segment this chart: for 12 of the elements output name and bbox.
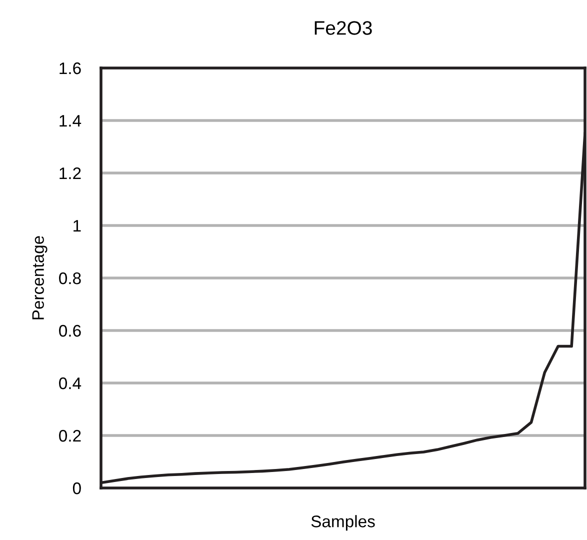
y-tick-label: 0.8 xyxy=(59,272,81,284)
y-tick-label: 0.2 xyxy=(59,430,81,442)
y-tick-label: 1.2 xyxy=(60,167,81,180)
x-axis-title: Samples xyxy=(311,515,375,531)
chart-title: Fe2O3 xyxy=(314,21,372,35)
y-tick-label: 0 xyxy=(72,482,81,494)
y-tick-label: 1 xyxy=(74,220,81,232)
y-tick-label: 0.6 xyxy=(59,324,81,337)
y-tick-label: 0.4 xyxy=(59,377,82,390)
y-tick-label: 1.6 xyxy=(60,62,81,74)
y-tick-label: 1.4 xyxy=(60,115,82,127)
y-axis-title: Percentage xyxy=(32,236,48,320)
